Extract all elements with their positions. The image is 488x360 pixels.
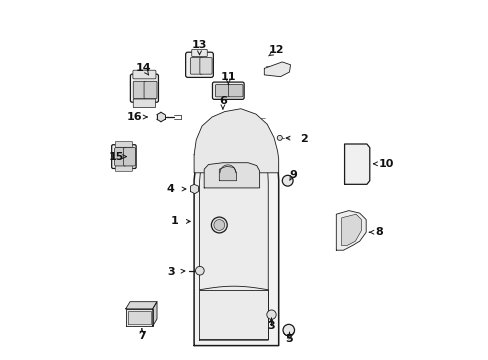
Text: 8: 8 (375, 227, 383, 237)
FancyBboxPatch shape (133, 81, 146, 99)
Polygon shape (125, 302, 157, 309)
FancyBboxPatch shape (111, 145, 136, 168)
Polygon shape (127, 311, 150, 324)
Text: 15: 15 (109, 152, 124, 162)
Polygon shape (190, 184, 198, 194)
Polygon shape (125, 309, 152, 326)
Polygon shape (152, 302, 157, 326)
Text: 7: 7 (138, 330, 145, 341)
Text: 5: 5 (285, 334, 293, 344)
FancyBboxPatch shape (130, 74, 158, 102)
FancyBboxPatch shape (191, 49, 207, 57)
Polygon shape (336, 211, 366, 250)
Text: 3: 3 (267, 321, 275, 331)
FancyBboxPatch shape (133, 99, 155, 108)
Text: 4: 4 (166, 184, 174, 194)
Text: 12: 12 (268, 45, 284, 55)
Polygon shape (264, 62, 290, 77)
Circle shape (283, 324, 294, 336)
Text: 14: 14 (136, 63, 151, 73)
Text: 1: 1 (170, 216, 178, 226)
Text: 13: 13 (191, 40, 207, 50)
FancyBboxPatch shape (212, 82, 244, 99)
Circle shape (277, 135, 282, 140)
FancyBboxPatch shape (115, 141, 132, 147)
Polygon shape (199, 290, 268, 339)
Circle shape (211, 217, 227, 233)
Text: 2: 2 (300, 134, 307, 144)
Text: 11: 11 (220, 72, 236, 82)
FancyBboxPatch shape (190, 58, 202, 74)
Polygon shape (219, 166, 236, 181)
Circle shape (213, 220, 224, 230)
Circle shape (195, 266, 204, 275)
Polygon shape (194, 112, 278, 346)
Polygon shape (194, 109, 278, 173)
Text: 16: 16 (126, 112, 142, 122)
Polygon shape (341, 214, 361, 246)
FancyBboxPatch shape (123, 148, 135, 166)
Polygon shape (199, 130, 268, 340)
FancyBboxPatch shape (114, 148, 126, 166)
Polygon shape (204, 163, 259, 188)
Text: 3: 3 (166, 267, 174, 277)
FancyBboxPatch shape (133, 70, 156, 79)
FancyBboxPatch shape (144, 81, 157, 99)
Polygon shape (157, 112, 164, 122)
FancyBboxPatch shape (215, 85, 229, 97)
Circle shape (266, 310, 276, 319)
FancyBboxPatch shape (200, 58, 212, 74)
Circle shape (282, 175, 292, 186)
FancyBboxPatch shape (228, 85, 243, 97)
FancyBboxPatch shape (185, 52, 213, 77)
FancyBboxPatch shape (115, 166, 132, 171)
Polygon shape (344, 144, 369, 184)
Text: 6: 6 (219, 96, 226, 106)
Text: 9: 9 (288, 170, 296, 180)
Text: 10: 10 (378, 159, 394, 169)
